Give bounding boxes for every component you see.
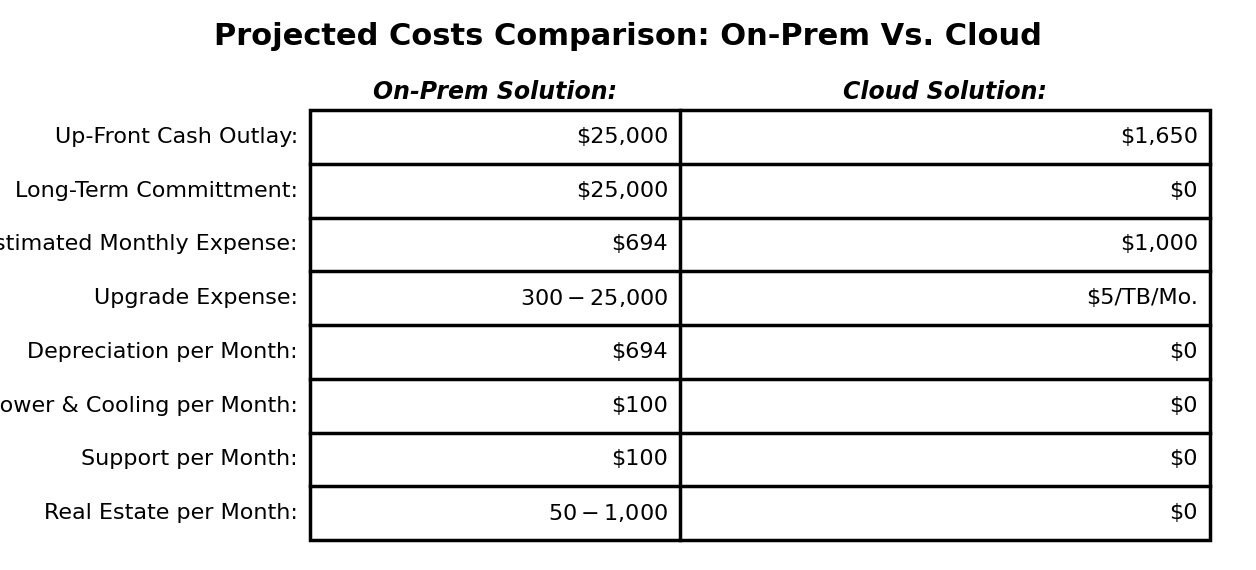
Text: On-Prem Solution:: On-Prem Solution: <box>373 80 617 104</box>
Text: Projected Costs Comparison: On-Prem Vs. Cloud: Projected Costs Comparison: On-Prem Vs. … <box>214 22 1042 51</box>
Text: Estimated Monthly Expense:: Estimated Monthly Expense: <box>0 234 298 254</box>
Text: Support per Month:: Support per Month: <box>82 449 298 469</box>
Text: $25,000: $25,000 <box>575 127 668 147</box>
Text: $25,000: $25,000 <box>575 181 668 201</box>
Text: $50-$1,000: $50-$1,000 <box>548 502 668 524</box>
Text: $0: $0 <box>1169 503 1198 523</box>
Text: $100: $100 <box>612 449 668 469</box>
Text: $5/TB/Mo.: $5/TB/Mo. <box>1086 288 1198 308</box>
Text: Power & Cooling per Month:: Power & Cooling per Month: <box>0 396 298 416</box>
Text: Upgrade Expense:: Upgrade Expense: <box>94 288 298 308</box>
Text: Depreciation per Month:: Depreciation per Month: <box>28 342 298 362</box>
Text: $0: $0 <box>1169 396 1198 416</box>
Text: $0: $0 <box>1169 342 1198 362</box>
Text: $300-$25,000: $300-$25,000 <box>520 287 668 309</box>
Text: $694: $694 <box>612 234 668 254</box>
Text: $1,650: $1,650 <box>1120 127 1198 147</box>
Text: $100: $100 <box>612 396 668 416</box>
Text: Long-Term Committment:: Long-Term Committment: <box>15 181 298 201</box>
Text: Up-Front Cash Outlay:: Up-Front Cash Outlay: <box>55 127 298 147</box>
Text: $0: $0 <box>1169 181 1198 201</box>
Text: $1,000: $1,000 <box>1120 234 1198 254</box>
Bar <box>310 110 1210 540</box>
Text: Real Estate per Month:: Real Estate per Month: <box>44 503 298 523</box>
Text: Cloud Solution:: Cloud Solution: <box>843 80 1048 104</box>
Text: $0: $0 <box>1169 449 1198 469</box>
Text: $694: $694 <box>612 342 668 362</box>
